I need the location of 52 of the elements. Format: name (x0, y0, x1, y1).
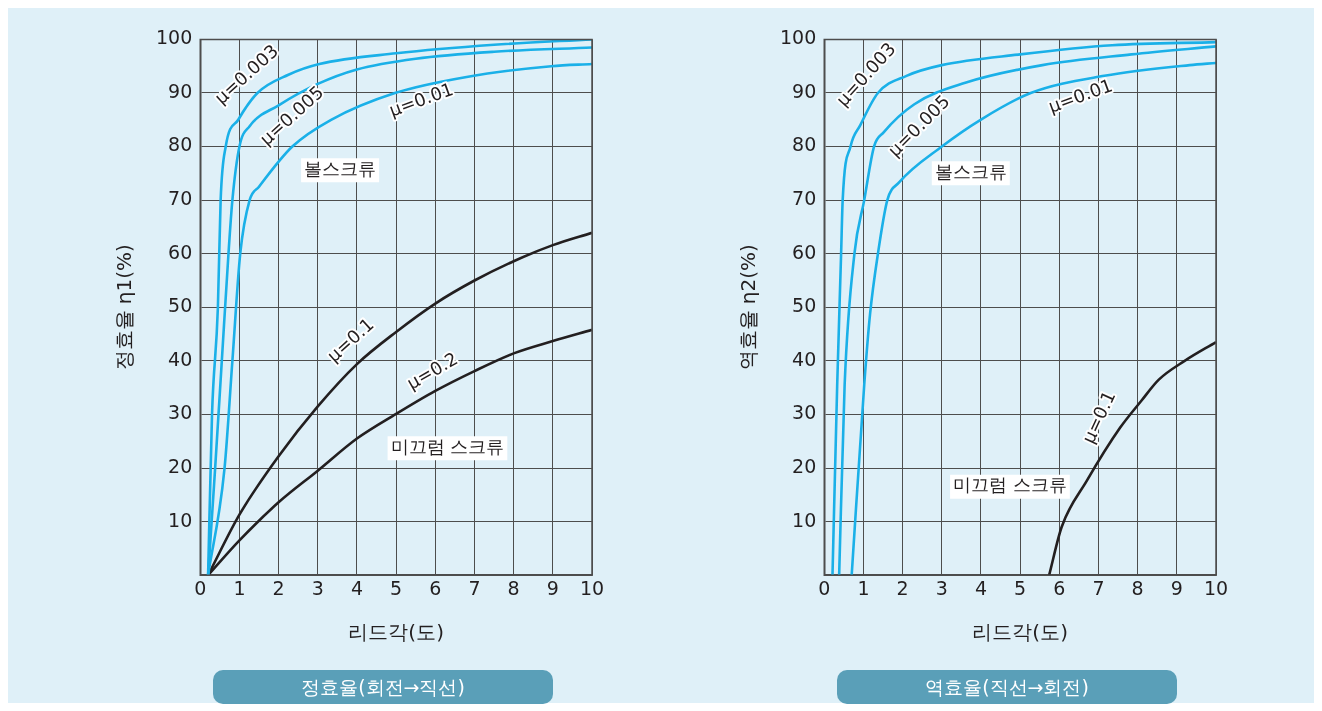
x-tick-label: 8 (507, 576, 520, 599)
x-tick-label: 1 (233, 576, 246, 599)
x-tick-label: 2 (272, 576, 285, 599)
x-tick-label: 9 (546, 576, 559, 599)
y-axis-title: 정효율 η1(%) (112, 244, 137, 371)
x-axis-title: 리드각(도) (972, 620, 1068, 645)
y-tick-label: 50 (168, 294, 193, 317)
x-tick-label: 6 (429, 576, 442, 599)
y-tick-label: 100 (156, 26, 193, 49)
x-tick-label: 5 (390, 576, 403, 599)
text: 정효율(회전→직선) (213, 670, 553, 704)
annotation: 미끄럼 스크류 (953, 474, 1067, 496)
y-tick-label: 30 (168, 401, 193, 424)
y-tick-label: 20 (168, 454, 193, 477)
y-tick-label: 10 (168, 508, 193, 531)
x-tick-label: 4 (974, 576, 988, 599)
x-tick-label: 5 (1014, 576, 1027, 599)
y-tick-label: 90 (792, 79, 817, 102)
y-tick-label: 70 (792, 187, 817, 210)
x-tick-label: 7 (1092, 576, 1105, 599)
y-tick-label: 30 (792, 401, 817, 424)
y-tick-label: 60 (792, 240, 817, 263)
y-tick-label: 90 (168, 79, 193, 102)
annotation: 볼스크류 (934, 161, 1007, 183)
x-tick-label: 0 (818, 576, 831, 599)
x-tick-label: 0 (194, 576, 207, 599)
y-tick-label: 40 (168, 347, 193, 370)
x-tick-label: 3 (935, 576, 948, 599)
x-tick-label: 1 (857, 576, 870, 599)
x-tick-label: 10 (1203, 576, 1229, 599)
y-axis-title: 역효율 η2(%) (736, 244, 761, 371)
x-axis-title: 리드각(도) (348, 620, 444, 645)
x-tick-label: 2 (896, 576, 909, 599)
x-tick-label: 8 (1131, 576, 1144, 599)
annotation: 볼스크류 (304, 157, 377, 179)
y-tick-label: 80 (792, 133, 817, 156)
x-tick-label: 3 (311, 576, 324, 599)
y-tick-label: 60 (168, 240, 193, 263)
x-tick-label: 10 (579, 576, 605, 599)
y-tick-label: 50 (792, 294, 817, 317)
x-tick-label: 6 (1053, 576, 1066, 599)
y-tick-label: 70 (168, 187, 193, 210)
x-tick-label: 9 (1170, 576, 1183, 599)
x-tick-label: 7 (468, 576, 481, 599)
y-tick-label: 100 (780, 26, 817, 49)
y-tick-label: 80 (168, 133, 193, 156)
text: 역효율(직선→회전) (837, 670, 1177, 704)
x-tick-label: 4 (350, 576, 364, 599)
y-tick-label: 20 (792, 454, 817, 477)
annotation: 미끄럼 스크류 (390, 435, 505, 457)
y-tick-label: 40 (792, 347, 817, 370)
y-tick-label: 10 (792, 508, 817, 531)
